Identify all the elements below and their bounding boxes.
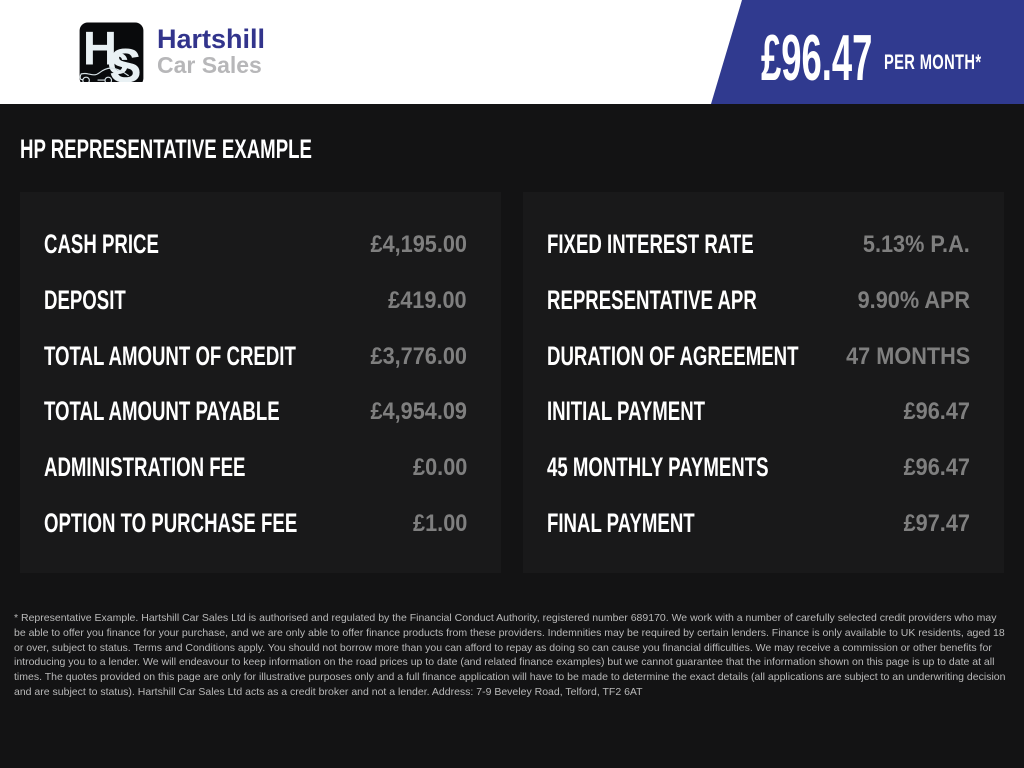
svg-text:S: S: [109, 39, 141, 82]
